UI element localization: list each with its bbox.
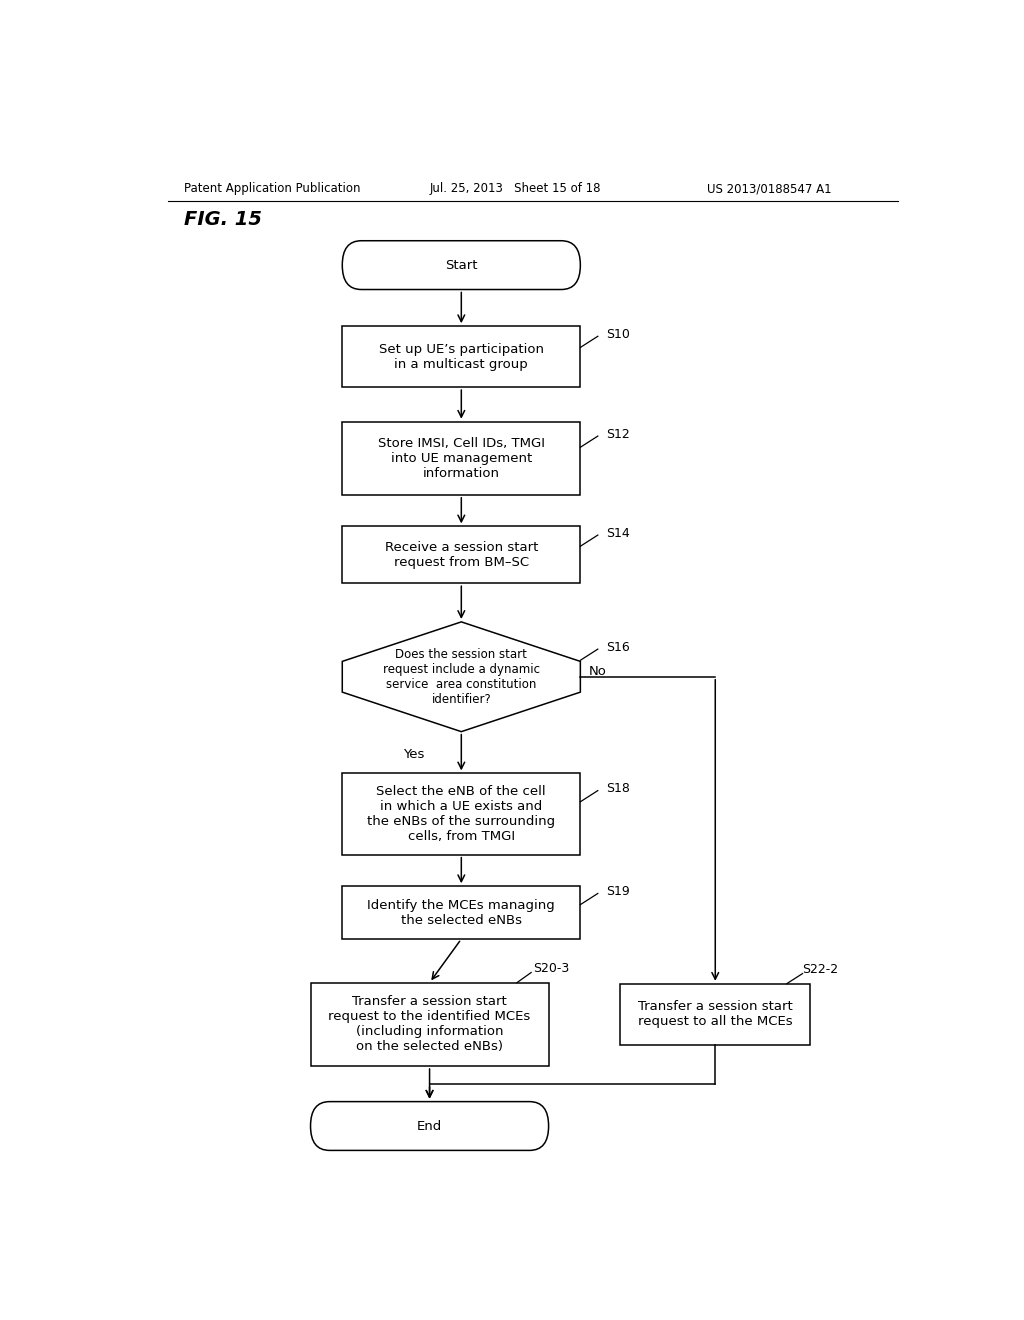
Text: Transfer a session start
request to all the MCEs: Transfer a session start request to all … (638, 1001, 793, 1028)
Text: S18: S18 (606, 781, 630, 795)
Bar (620, 983, 810, 1044)
Polygon shape (342, 622, 581, 731)
Text: Yes: Yes (403, 747, 424, 760)
Text: Set up UE’s participation
in a multicast group: Set up UE’s participation in a multicast… (379, 343, 544, 371)
Bar (342, 527, 581, 583)
Text: Transfer a session start
request to the identified MCEs
(including information
o: Transfer a session start request to the … (329, 995, 530, 1053)
Text: S19: S19 (606, 884, 630, 898)
Bar (342, 421, 581, 495)
Bar (342, 774, 581, 854)
Text: Jul. 25, 2013   Sheet 15 of 18: Jul. 25, 2013 Sheet 15 of 18 (430, 182, 601, 195)
Text: Store IMSI, Cell IDs, TMGI
into UE management
information: Store IMSI, Cell IDs, TMGI into UE manag… (378, 437, 545, 479)
FancyBboxPatch shape (342, 240, 581, 289)
Text: Receive a session start
request from BM–SC: Receive a session start request from BM–… (385, 541, 538, 569)
Text: Select the eNB of the cell
in which a UE exists and
the eNBs of the surrounding
: Select the eNB of the cell in which a UE… (368, 785, 555, 843)
Bar (310, 982, 549, 1067)
Bar (342, 886, 581, 939)
Text: US 2013/0188547 A1: US 2013/0188547 A1 (708, 182, 831, 195)
Text: No: No (588, 665, 606, 678)
Text: S20-3: S20-3 (532, 961, 569, 974)
Text: S16: S16 (606, 640, 630, 653)
Text: Start: Start (445, 259, 477, 272)
Text: S12: S12 (606, 428, 630, 441)
Text: S10: S10 (606, 327, 630, 341)
FancyBboxPatch shape (310, 1102, 549, 1151)
Text: S22-2: S22-2 (803, 962, 839, 975)
Text: Patent Application Publication: Patent Application Publication (183, 182, 360, 195)
Text: Does the session start
request include a dynamic
service  area constitution
iden: Does the session start request include a… (383, 648, 540, 706)
Text: End: End (417, 1119, 442, 1133)
Text: FIG. 15: FIG. 15 (183, 210, 261, 228)
Bar (342, 326, 581, 387)
Text: S14: S14 (606, 527, 630, 540)
Text: Identify the MCEs managing
the selected eNBs: Identify the MCEs managing the selected … (368, 899, 555, 927)
